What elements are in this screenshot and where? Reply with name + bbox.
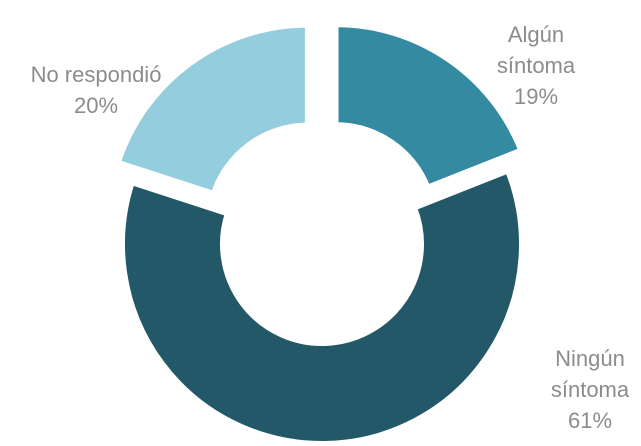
slice-value-label: 19% xyxy=(514,84,558,109)
slices xyxy=(113,21,526,446)
donut-slice xyxy=(332,21,526,192)
slice-name-label: síntoma xyxy=(497,53,576,78)
slice-label: Ningún síntoma 61% xyxy=(551,346,630,433)
slice-name-label: No respondió xyxy=(31,62,162,87)
slice-name-label: Algún xyxy=(508,22,564,47)
slice-label: Algún síntoma 19% xyxy=(497,22,576,109)
donut-slice xyxy=(113,21,311,198)
slice-name-label: Ningún xyxy=(555,346,625,371)
slice-name-label: síntoma xyxy=(551,377,630,402)
slice-value-label: 20% xyxy=(74,93,118,118)
donut-slice xyxy=(119,166,525,446)
slice-value-label: 61% xyxy=(568,408,612,433)
slice-label: No respondió 20% xyxy=(31,62,162,118)
slice-labels: Algún síntoma 19% Ningún síntoma 61% No respon… xyxy=(31,22,630,433)
